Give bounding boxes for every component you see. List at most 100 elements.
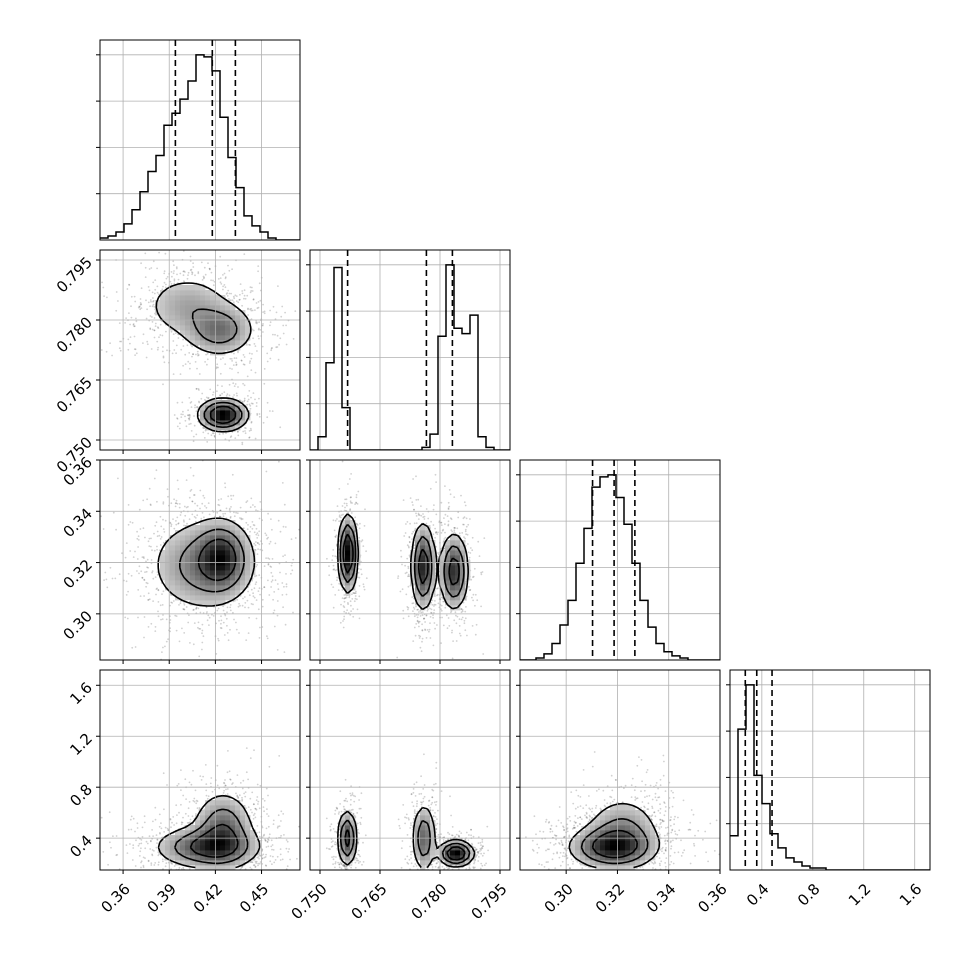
density-cell (205, 540, 211, 546)
density-cell (215, 825, 221, 831)
density-cell (205, 310, 211, 316)
density-cell (185, 595, 191, 601)
sample-point (142, 527, 145, 530)
sample-point (224, 784, 227, 787)
sample-point (111, 577, 114, 580)
density-cell (195, 845, 201, 851)
sample-point (151, 829, 154, 831)
density-cell (235, 425, 241, 431)
sample-point (208, 267, 211, 270)
sample-point (136, 822, 139, 825)
density-cell (225, 595, 231, 601)
sample-point (151, 849, 154, 851)
sample-point (271, 410, 274, 412)
density-cell (230, 305, 236, 311)
sample-point (232, 874, 234, 876)
sample-point (282, 324, 285, 327)
sample-point (266, 352, 269, 355)
sample-point (159, 832, 161, 835)
histogram-panel-3 (726, 669, 931, 871)
sample-point (203, 437, 206, 439)
sample-point (155, 834, 158, 836)
contour-line (179, 528, 245, 593)
sample-point (172, 260, 175, 263)
sample-point (166, 349, 168, 352)
sample-point (228, 292, 231, 295)
density-cell (215, 805, 221, 811)
density-cell (215, 565, 221, 571)
sample-point (274, 859, 277, 861)
sample-point (251, 290, 254, 292)
density-cell (220, 600, 226, 606)
sample-point (262, 834, 265, 837)
sample-point (254, 309, 256, 311)
sample-point (127, 590, 129, 593)
sample-point (145, 560, 147, 563)
sample-point (202, 881, 204, 883)
sample-point (118, 322, 121, 324)
sample-point (178, 640, 181, 643)
density-cell (185, 555, 191, 561)
density-cell (205, 345, 211, 351)
sample-point (250, 429, 253, 432)
sample-point (247, 606, 250, 609)
sample-point (227, 495, 230, 498)
sample-point (237, 351, 239, 354)
sample-point (248, 436, 251, 439)
density-cell (175, 285, 181, 291)
sample-point (249, 797, 252, 800)
density-cell (180, 850, 186, 856)
sample-point (241, 518, 244, 520)
sample-point (198, 809, 201, 811)
sample-point (170, 601, 173, 604)
sample-point (157, 854, 160, 857)
density-cell (185, 325, 191, 331)
sample-point (170, 826, 172, 829)
density-cell (210, 850, 216, 856)
density-cell (240, 835, 246, 841)
density-cell (210, 555, 216, 561)
sample-point (248, 352, 251, 355)
sample-point (151, 316, 153, 318)
sample-point (192, 262, 195, 265)
sample-point (191, 500, 194, 503)
sample-point (192, 799, 195, 802)
density-cell (225, 810, 231, 816)
density-cell (225, 805, 231, 811)
sample-point (180, 823, 183, 826)
density-cell (235, 345, 241, 351)
sample-point (239, 878, 241, 880)
sample-point (146, 340, 149, 343)
sample-point (142, 866, 145, 869)
sample-point (94, 538, 96, 540)
sample-point (210, 271, 213, 274)
sample-point (155, 521, 158, 524)
sample-point (150, 622, 153, 625)
sample-point (247, 778, 250, 781)
density-cell (220, 595, 226, 601)
sample-point (144, 252, 147, 255)
sample-point (256, 553, 259, 555)
sample-point (146, 842, 149, 845)
density-cell (185, 590, 191, 596)
histogram-step (100, 54, 300, 240)
sample-point (279, 859, 282, 861)
sample-point (262, 323, 264, 325)
sample-point (195, 388, 198, 390)
sample-point (198, 401, 201, 404)
sample-point (196, 888, 198, 890)
density-cell (215, 850, 221, 856)
density-panel-0-1 (96, 249, 301, 454)
sample-point (262, 421, 265, 424)
sample-point (222, 792, 225, 794)
sample-point (257, 871, 259, 873)
sample-point (226, 295, 229, 297)
sample-point (148, 598, 151, 601)
density-cell (220, 865, 226, 870)
density-cell (190, 570, 196, 576)
sample-point (242, 597, 244, 600)
density-cell (190, 565, 196, 571)
sample-point (266, 401, 269, 404)
sample-point (145, 581, 148, 584)
sample-point (259, 784, 262, 787)
